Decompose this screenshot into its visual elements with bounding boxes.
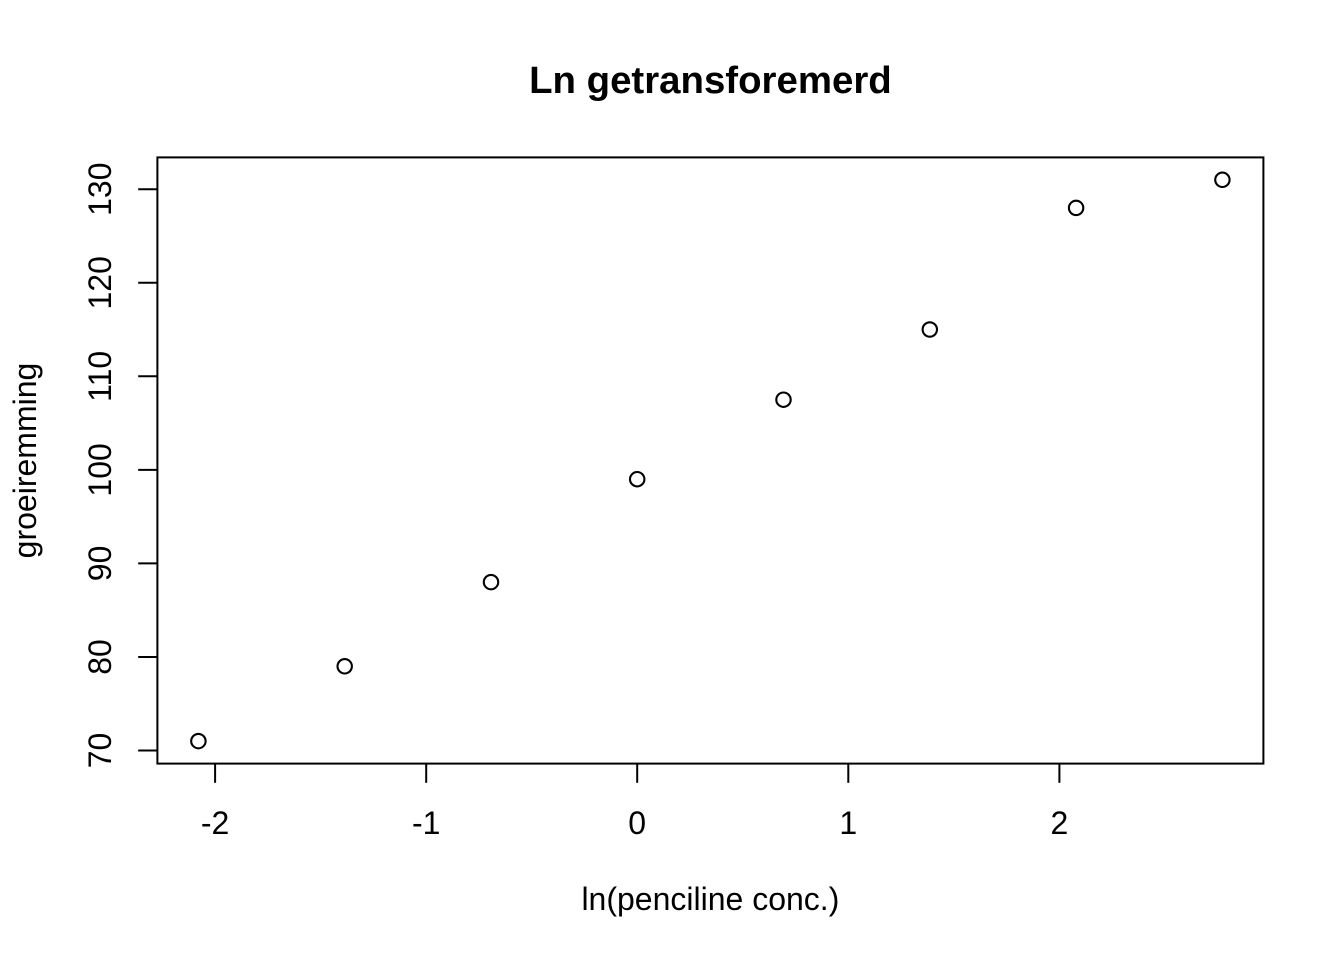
svg-text:ln(penciline conc.): ln(penciline conc.)	[581, 881, 839, 917]
svg-text:110: 110	[82, 351, 118, 402]
svg-text:70: 70	[82, 733, 118, 769]
svg-text:80: 80	[82, 639, 118, 675]
svg-text:groeiremming: groeiremming	[7, 363, 43, 559]
svg-text:130: 130	[82, 163, 118, 216]
svg-text:1: 1	[839, 805, 857, 841]
svg-text:-1: -1	[412, 805, 440, 841]
svg-text:-2: -2	[201, 805, 229, 841]
svg-text:100: 100	[82, 443, 118, 496]
svg-text:0: 0	[628, 805, 646, 841]
svg-text:Ln getransforemerd: Ln getransforemerd	[529, 59, 892, 102]
svg-text:90: 90	[82, 546, 118, 582]
svg-text:120: 120	[82, 256, 118, 309]
svg-text:2: 2	[1051, 805, 1069, 841]
